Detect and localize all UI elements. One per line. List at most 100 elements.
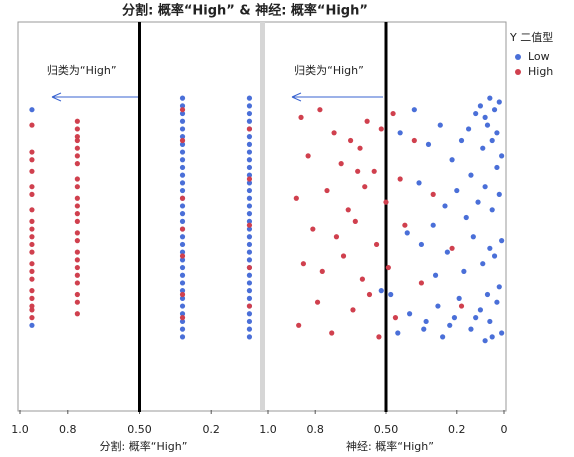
point [179,272,186,278]
point [385,264,391,271]
point [454,187,460,194]
point [179,141,186,147]
point [482,338,488,344]
point [329,330,335,336]
point [484,291,491,298]
point [317,107,323,113]
point [179,164,186,171]
point [411,137,417,144]
point [499,330,505,336]
point [489,207,495,213]
point [482,114,488,120]
point [246,257,253,263]
point [246,95,253,101]
point [29,261,35,267]
point [246,222,253,228]
point [378,126,384,132]
point [179,326,186,332]
point [491,253,498,259]
point [74,145,80,151]
point [246,203,253,209]
point [407,311,413,317]
point [74,126,80,132]
point [496,191,502,197]
point [378,288,384,294]
point [246,157,253,163]
point [480,145,486,151]
point [74,238,80,244]
point [425,141,432,147]
point [246,176,253,182]
point [246,195,253,201]
point [179,107,186,113]
point [246,264,253,271]
point [179,311,186,317]
point [179,103,186,109]
point [74,299,80,305]
point [246,149,253,155]
point [246,134,253,140]
point [293,195,299,201]
point [74,176,80,182]
point [29,149,35,155]
point [246,334,253,340]
point [499,153,505,159]
point [430,191,436,197]
point [29,234,35,240]
point [350,307,356,313]
point [430,222,436,228]
point [29,241,35,248]
chart-title: 分割: 概率“High” & 神经: 概率“High” [122,3,368,19]
point [246,288,253,294]
point [416,180,422,186]
point [466,126,472,132]
x-tick-label: 1.0 [11,423,29,436]
point [477,307,483,313]
point [246,303,253,309]
point [179,295,186,301]
point [364,118,370,124]
point [29,307,35,313]
point [499,238,505,244]
point [179,288,186,294]
point [461,268,467,274]
point [355,168,361,174]
point [357,145,363,151]
point [179,149,186,155]
point [348,137,354,144]
point [179,118,186,124]
point [444,249,450,255]
x-axis-label: 分割: 概率“High” [100,439,188,453]
point [246,187,253,194]
point [74,118,80,124]
point [246,118,253,124]
point [179,234,186,240]
arrow-head [291,92,302,102]
point [298,114,304,120]
point [74,134,80,140]
point [179,318,186,325]
point [376,334,382,340]
point [246,234,253,240]
point [489,137,495,144]
point [29,107,35,113]
legend-marker [515,54,521,60]
point [451,315,458,321]
point [477,103,483,109]
point [29,288,35,294]
point [29,268,35,274]
point [74,218,80,224]
point [29,249,35,255]
point [74,264,80,271]
point [246,141,253,147]
point [458,137,465,144]
point [496,99,502,105]
panel-separator [260,22,265,411]
point [179,137,186,144]
point [395,330,401,336]
legend-marker [515,69,521,75]
point [179,257,186,263]
point [390,110,396,117]
point [29,322,35,328]
point [179,264,186,271]
